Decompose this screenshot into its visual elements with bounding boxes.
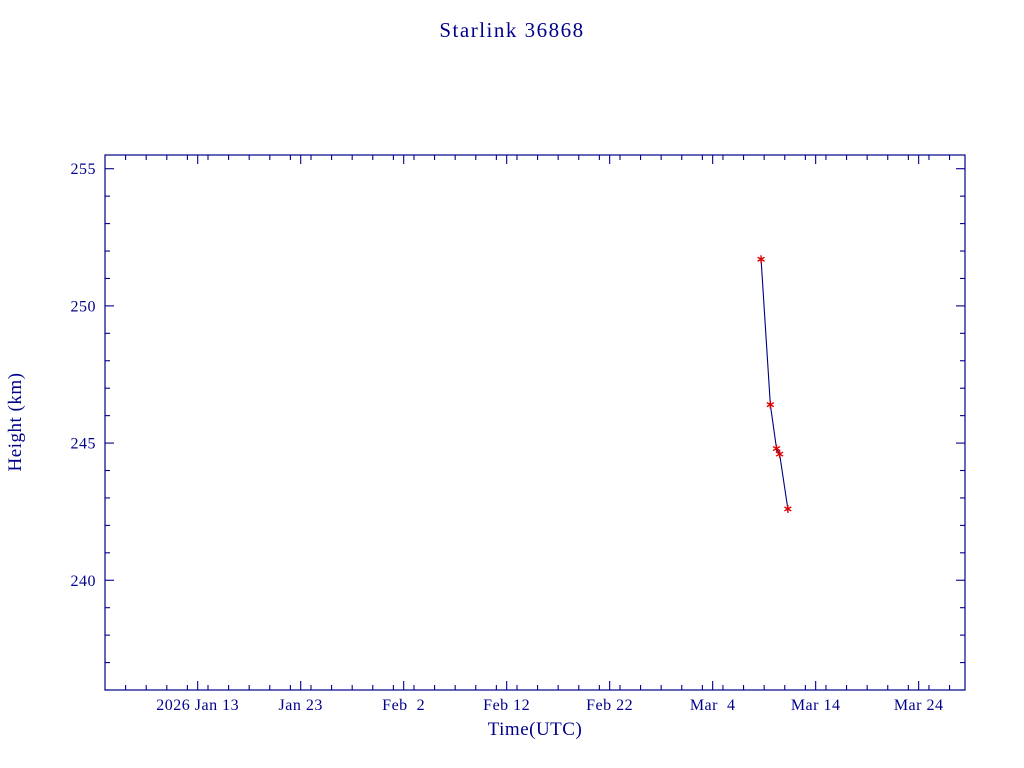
y-axis-label: Height (km) xyxy=(5,372,26,472)
svg-text:245: 245 xyxy=(71,436,97,453)
svg-text:Feb 12: Feb 12 xyxy=(483,697,530,714)
svg-text:2026 Jan 13: 2026 Jan 13 xyxy=(156,697,239,714)
svg-text:Mar 4: Mar 4 xyxy=(690,697,736,714)
svg-text:240: 240 xyxy=(71,573,97,590)
svg-text:Feb 2: Feb 2 xyxy=(382,697,425,714)
svg-text:Feb 22: Feb 22 xyxy=(586,697,633,714)
svg-text:Mar 14: Mar 14 xyxy=(791,697,841,714)
svg-text:255: 255 xyxy=(71,161,97,178)
chart-title: Starlink 36868 xyxy=(439,18,585,42)
svg-text:250: 250 xyxy=(71,298,97,315)
svg-text:Jan 23: Jan 23 xyxy=(279,697,323,714)
x-axis-label: Time(UTC) xyxy=(487,719,583,740)
svg-text:Mar 24: Mar 24 xyxy=(894,697,944,714)
